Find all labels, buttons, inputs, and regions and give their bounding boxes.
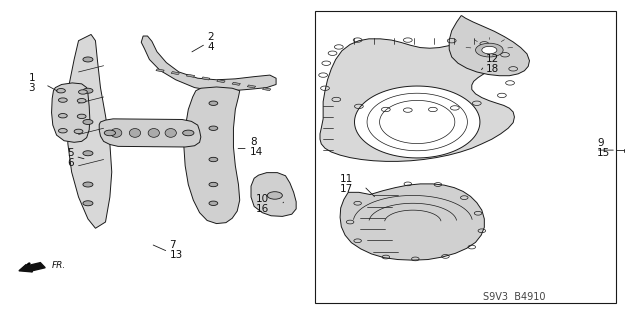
Text: 8: 8 [250,137,257,147]
Bar [202,77,210,80]
Bar [186,74,195,77]
Ellipse shape [111,129,122,137]
Ellipse shape [165,129,177,137]
Text: 4: 4 [207,42,214,52]
Circle shape [476,43,503,57]
Ellipse shape [129,129,141,137]
Text: S9V3  B4910: S9V3 B4910 [483,292,545,302]
Text: 7: 7 [170,240,176,250]
Bar [217,80,225,83]
Circle shape [268,192,282,199]
Circle shape [79,90,87,94]
Circle shape [58,129,67,133]
FancyArrow shape [19,263,45,272]
Polygon shape [449,16,529,76]
Polygon shape [52,83,90,142]
Circle shape [74,129,83,134]
Polygon shape [99,119,201,147]
Text: FR.: FR. [52,261,66,270]
Text: 11: 11 [339,174,353,184]
Circle shape [83,182,93,187]
Polygon shape [320,39,515,161]
Text: 5: 5 [67,148,74,158]
Bar [247,85,255,88]
Bar [156,69,164,72]
Text: 2: 2 [207,32,214,42]
Bar [171,71,179,75]
Circle shape [209,182,218,187]
Text: 16: 16 [255,204,269,214]
Polygon shape [251,173,296,216]
Circle shape [83,201,93,206]
Bar [232,82,241,85]
Bar [315,11,616,303]
Text: 6: 6 [67,158,74,167]
Ellipse shape [148,129,159,137]
Circle shape [482,46,497,54]
Text: 15: 15 [597,148,611,158]
Circle shape [209,201,218,205]
Polygon shape [355,86,480,158]
Circle shape [209,157,218,162]
Text: 18: 18 [486,64,499,74]
Text: 13: 13 [170,250,183,260]
Circle shape [77,99,86,103]
Text: 1: 1 [28,73,35,83]
Circle shape [58,114,67,118]
Circle shape [83,120,93,124]
Circle shape [58,98,67,102]
Polygon shape [141,36,276,91]
Text: 12: 12 [486,54,499,64]
Text: 17: 17 [339,184,353,194]
Text: 14: 14 [250,147,263,157]
Circle shape [83,88,93,93]
Circle shape [83,57,93,62]
Text: 10: 10 [255,194,269,204]
Polygon shape [184,87,240,224]
Polygon shape [340,184,484,260]
Circle shape [209,126,218,130]
Circle shape [56,89,65,93]
Text: 3: 3 [28,83,35,93]
Circle shape [77,114,86,119]
Circle shape [182,130,194,136]
Circle shape [209,101,218,105]
Text: 9: 9 [597,138,604,148]
Bar [262,88,271,91]
Circle shape [104,130,116,136]
Polygon shape [67,34,112,228]
Circle shape [83,151,93,156]
